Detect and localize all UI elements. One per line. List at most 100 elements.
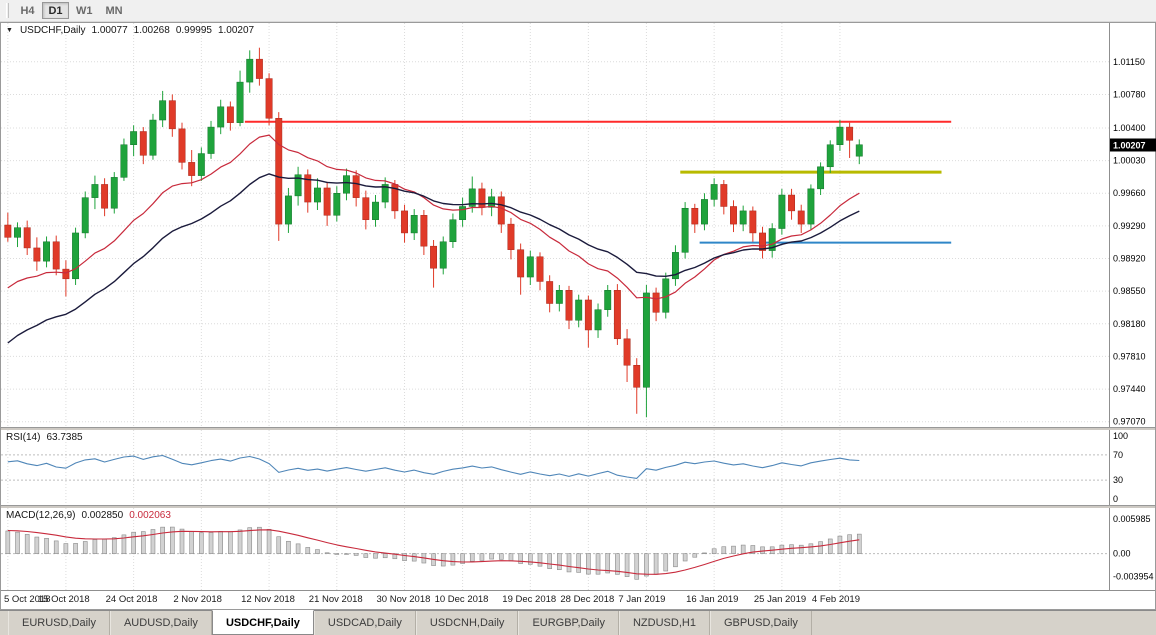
candle [468,176,476,213]
candle [623,329,631,383]
date-axis[interactable]: 5 Oct 2018 15 Oct 2018 24 Oct 2018 2 Nov 20… [1,590,1155,609]
ohlc-low: 0.99995 [175,25,212,36]
candle [720,180,728,215]
candle [33,237,41,271]
candle [836,120,844,151]
date-label: 25 Jan 2019 [753,594,807,605]
ma-fast-line [7,134,860,300]
svg-text:0.98920: 0.98920 [1113,254,1146,264]
price-chart-canvas[interactable]: 1.01150 1.00780 1.00400 1.00030 0.99660 0.992… [1,23,1156,427]
candle [449,213,457,248]
candle [594,303,602,338]
tab-gbpusd-daily[interactable]: GBPUSD,Daily [709,611,812,635]
rsi-panel: RSI(14) 63.7385 100 70 30 0 [1,430,1155,505]
candle [507,217,515,260]
date-label: 28 Dec 2018 [560,594,615,605]
tab-usdcad-daily[interactable]: USDCAD,Daily [313,611,416,635]
date-label: 15 Oct 2018 [37,594,90,605]
macd-chart-canvas[interactable]: 0.005985 0.00 -0.003954 [1,508,1156,590]
timeframe-w1-button[interactable]: W1 [70,2,99,19]
svg-text:1.00400: 1.00400 [1113,123,1146,133]
candle [236,70,244,127]
candle [314,178,321,211]
candle [652,287,660,322]
svg-text:30: 30 [1113,475,1123,485]
macd-panel: MACD(12,26,9) 0.002850 0.002063 0.005985… [1,508,1155,590]
candle [459,197,467,227]
ohlc-close: 1.00207 [217,25,255,36]
rsi-line [7,454,860,479]
timeframe-d1-button[interactable]: D1 [42,2,69,19]
date-label: 10 Dec 2018 [434,594,489,605]
svg-text:1.00780: 1.00780 [1113,89,1146,99]
panel-splitter-rsi[interactable] [1,427,1155,430]
candle [546,275,554,313]
candle [72,227,80,285]
tab-nzdusd-h1[interactable]: NZDUSD,H1 [618,611,710,635]
macd-label: MACD(12,26,9) 0.002850 0.002063 [6,510,171,521]
candle [52,235,60,276]
date-label: 7 Jan 2019 [618,594,666,605]
tab-usdchf-daily[interactable]: USDCHF,Daily [211,610,314,635]
date-label: 5 Oct 2018 [4,594,51,605]
candle [23,220,31,255]
tab-audusd-daily[interactable]: AUDUSD,Daily [109,611,212,635]
candle [430,239,438,288]
candle [110,172,118,214]
candle [478,182,486,216]
candle [730,200,737,233]
macd-value: 0.002850 [81,510,124,521]
candle [633,358,641,414]
timeframe-mn-button[interactable]: MN [100,2,129,19]
svg-text:0.98180: 0.98180 [1113,319,1146,329]
chart-symbol-label: USDCHF,Daily [19,25,86,36]
panel-splitter-macd[interactable] [1,505,1155,508]
date-label: 12 Nov 2018 [241,594,295,605]
candle [304,169,312,213]
candle [604,284,612,317]
candle [739,205,747,232]
tab-eurusd-daily[interactable]: EURUSD,Daily [8,611,110,635]
rsi-name: RSI(14) [6,432,41,443]
date-label: 4 Feb 2019 [811,594,860,605]
macd-grid [1,508,1110,590]
symbol-menu-icon[interactable]: ▼ [6,27,13,34]
candle [372,195,379,227]
macd-signal-line [7,529,860,575]
svg-text:1.00030: 1.00030 [1113,156,1146,166]
svg-text:0.99660: 0.99660 [1113,188,1146,198]
candle [710,178,718,207]
candle [197,147,205,181]
candle [613,284,621,345]
svg-text:0.00: 0.00 [1113,549,1131,559]
candle [759,226,766,259]
ohlc-high: 1.00268 [133,25,170,36]
ohlc-open: 1.00077 [91,25,128,36]
timeframe-h4-button[interactable]: H4 [14,2,41,19]
candle [159,90,167,128]
candle [526,250,534,285]
candle [284,187,292,233]
candle [91,175,99,210]
timeframe-toolbar: H4 D1 W1 MN [0,0,1156,22]
candle [439,236,447,275]
price-axis[interactable]: 1.01150 1.00780 1.00400 1.00030 0.99660 0.992… [1109,23,1156,427]
rsi-axis: 100 70 30 0 [1109,430,1128,505]
candle [14,222,21,248]
svg-text:-0.003954: -0.003954 [1113,572,1154,582]
candle [207,120,215,159]
macd-signal-value: 0.002063 [129,510,171,521]
hline-layer [244,120,952,244]
candle [642,284,650,418]
rsi-chart-canvas[interactable]: 100 70 30 0 [1,430,1156,505]
svg-text:0.97810: 0.97810 [1113,351,1146,361]
candle [671,245,679,286]
rsi-label: RSI(14) 63.7385 [6,432,83,443]
candle [226,101,234,131]
toolbar-grip[interactable] [6,3,9,18]
candle [488,188,496,217]
tab-eurgbp-daily[interactable]: EURGBP,Daily [518,611,619,635]
chart-title: ▼ USDCHF,Daily 1.00077 1.00268 0.99995 1… [6,25,254,36]
current-price-label: 1.00207 [1110,138,1156,152]
tab-usdcnh-daily[interactable]: USDCNH,Daily [415,611,519,635]
